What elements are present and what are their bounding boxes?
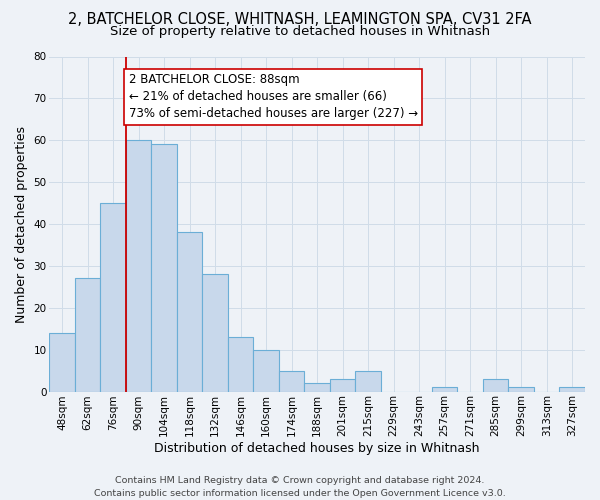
Bar bbox=[253, 350, 279, 392]
Text: 2 BATCHELOR CLOSE: 88sqm
← 21% of detached houses are smaller (66)
73% of semi-d: 2 BATCHELOR CLOSE: 88sqm ← 21% of detach… bbox=[128, 74, 418, 120]
Bar bbox=[355, 370, 381, 392]
Bar bbox=[559, 388, 585, 392]
Bar bbox=[126, 140, 151, 392]
Bar bbox=[202, 274, 228, 392]
Text: Contains HM Land Registry data © Crown copyright and database right 2024.
Contai: Contains HM Land Registry data © Crown c… bbox=[94, 476, 506, 498]
Text: 2, BATCHELOR CLOSE, WHITNASH, LEAMINGTON SPA, CV31 2FA: 2, BATCHELOR CLOSE, WHITNASH, LEAMINGTON… bbox=[68, 12, 532, 28]
Bar bbox=[177, 232, 202, 392]
Bar bbox=[432, 388, 457, 392]
Bar bbox=[100, 203, 126, 392]
Bar bbox=[279, 370, 304, 392]
Bar bbox=[508, 388, 534, 392]
Bar bbox=[304, 383, 330, 392]
X-axis label: Distribution of detached houses by size in Whitnash: Distribution of detached houses by size … bbox=[154, 442, 480, 455]
Bar bbox=[483, 379, 508, 392]
Bar bbox=[151, 144, 177, 392]
Bar bbox=[228, 337, 253, 392]
Y-axis label: Number of detached properties: Number of detached properties bbox=[15, 126, 28, 322]
Text: Size of property relative to detached houses in Whitnash: Size of property relative to detached ho… bbox=[110, 25, 490, 38]
Bar bbox=[330, 379, 355, 392]
Bar bbox=[49, 333, 75, 392]
Bar bbox=[75, 278, 100, 392]
